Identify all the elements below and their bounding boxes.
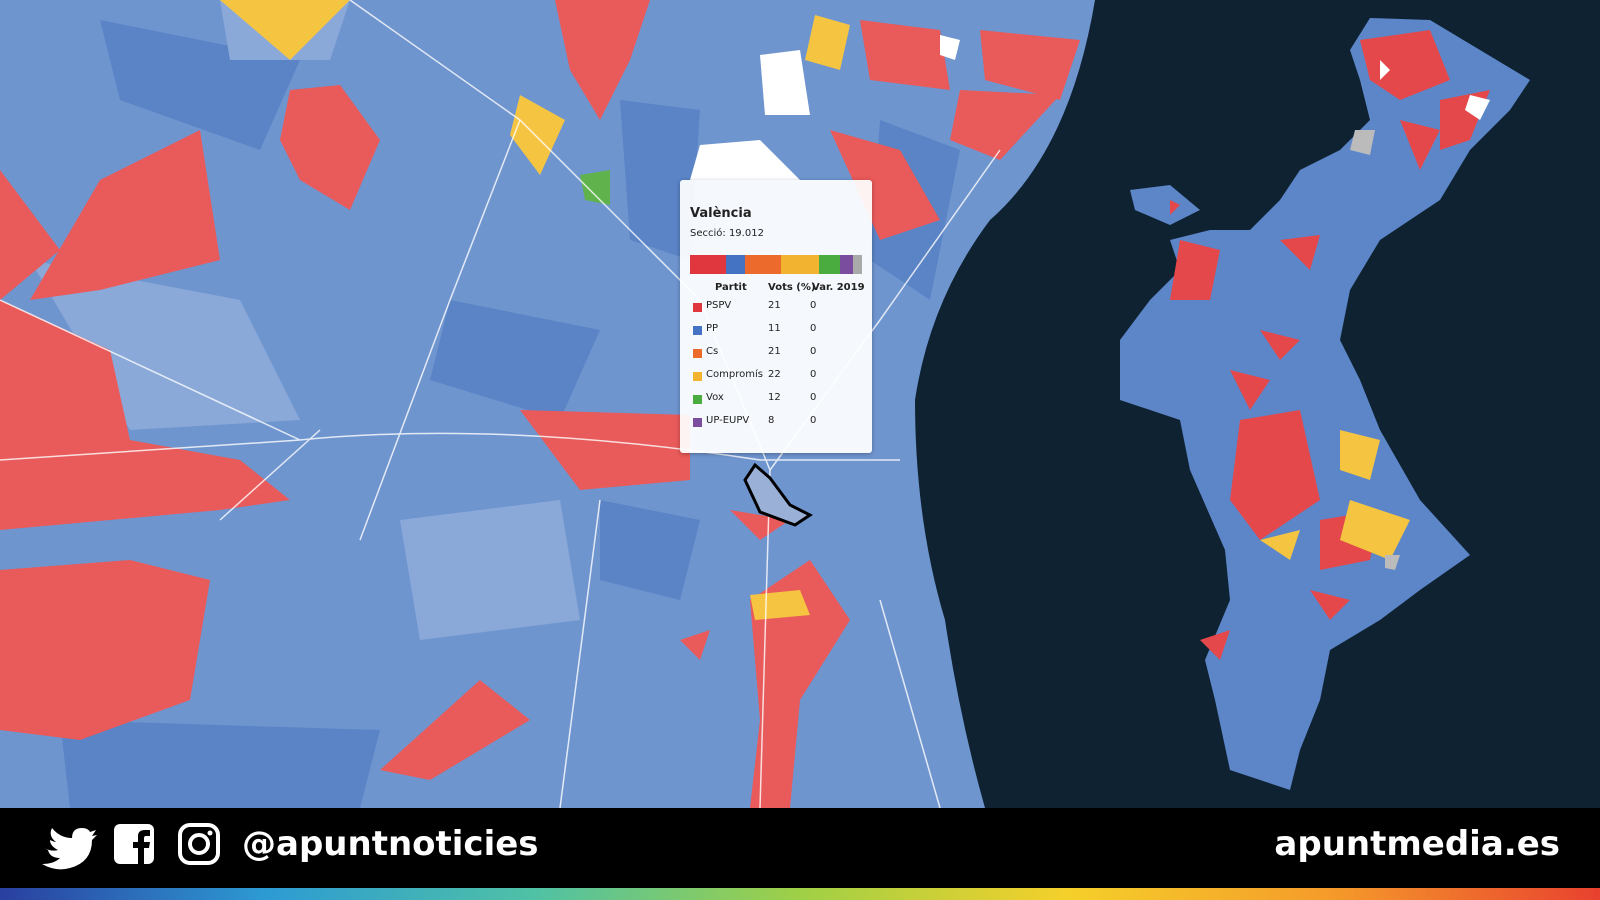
party-swatch	[693, 303, 702, 312]
bar-segment	[745, 255, 782, 274]
twitter-icon[interactable]	[42, 828, 97, 870]
party-change: 0	[810, 369, 817, 380]
party-change: 0	[810, 392, 817, 403]
party-name: PSPV	[706, 300, 732, 311]
tooltip: València Secció: 19.012 Partit Vots (%) …	[680, 180, 872, 453]
party-name: Compromís	[706, 369, 763, 380]
party-row: PSPV 21 0	[690, 300, 870, 316]
party-row: Cs 21 0	[690, 346, 870, 362]
party-name: Vox	[706, 392, 724, 403]
party-row: PP 11 0	[690, 323, 870, 339]
party-votes: 22	[768, 369, 781, 380]
color-strip	[0, 888, 1600, 900]
party-name: PP	[706, 323, 719, 334]
party-votes: 12	[768, 392, 781, 403]
bar-segment	[726, 255, 746, 274]
bar-segment	[818, 255, 840, 274]
tooltip-subtitle: Secció: 19.012	[690, 228, 764, 239]
vote-bar	[690, 255, 862, 274]
party-change: 0	[810, 346, 817, 357]
bar-segment	[781, 255, 819, 274]
party-name: UP-EUPV	[706, 415, 750, 426]
map	[0, 0, 1530, 808]
column-header: Partit	[715, 282, 747, 293]
handle[interactable]: @apuntnoticies	[242, 824, 539, 864]
party-swatch	[693, 349, 702, 358]
party-swatch	[693, 372, 702, 381]
party-votes: 21	[768, 300, 781, 311]
party-change: 0	[810, 415, 817, 426]
party-swatch	[693, 418, 702, 427]
column-header: Var. 2019	[812, 282, 865, 293]
party-votes: 11	[768, 323, 781, 334]
party-swatch	[693, 326, 702, 335]
party-row: Vox 12 0	[690, 392, 870, 408]
party-votes: 21	[768, 346, 781, 357]
footer: @apuntnoticies apuntmedia.es	[0, 808, 1600, 888]
tooltip-title: València	[690, 206, 752, 221]
party-change: 0	[810, 323, 817, 334]
bar-segment	[839, 255, 854, 274]
party-row: Compromís 22 0	[690, 369, 870, 385]
party-votes: 8	[768, 415, 775, 426]
instagram-icon[interactable]	[178, 823, 220, 865]
website[interactable]: apuntmedia.es	[1274, 824, 1560, 864]
column-header: Vots (%)	[768, 282, 816, 293]
party-name: Cs	[706, 346, 719, 357]
party-change: 0	[810, 300, 817, 311]
social-icons	[42, 823, 220, 870]
party-row: UP-EUPV 8 0	[690, 415, 870, 431]
bar-segment	[690, 255, 727, 274]
party-swatch	[693, 395, 702, 404]
